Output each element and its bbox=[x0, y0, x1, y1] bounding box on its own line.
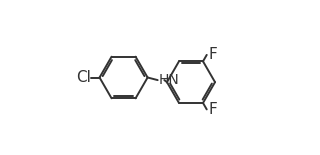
Text: Cl: Cl bbox=[76, 70, 91, 85]
Text: F: F bbox=[208, 47, 217, 62]
Text: HN: HN bbox=[158, 73, 179, 87]
Text: F: F bbox=[208, 102, 217, 117]
